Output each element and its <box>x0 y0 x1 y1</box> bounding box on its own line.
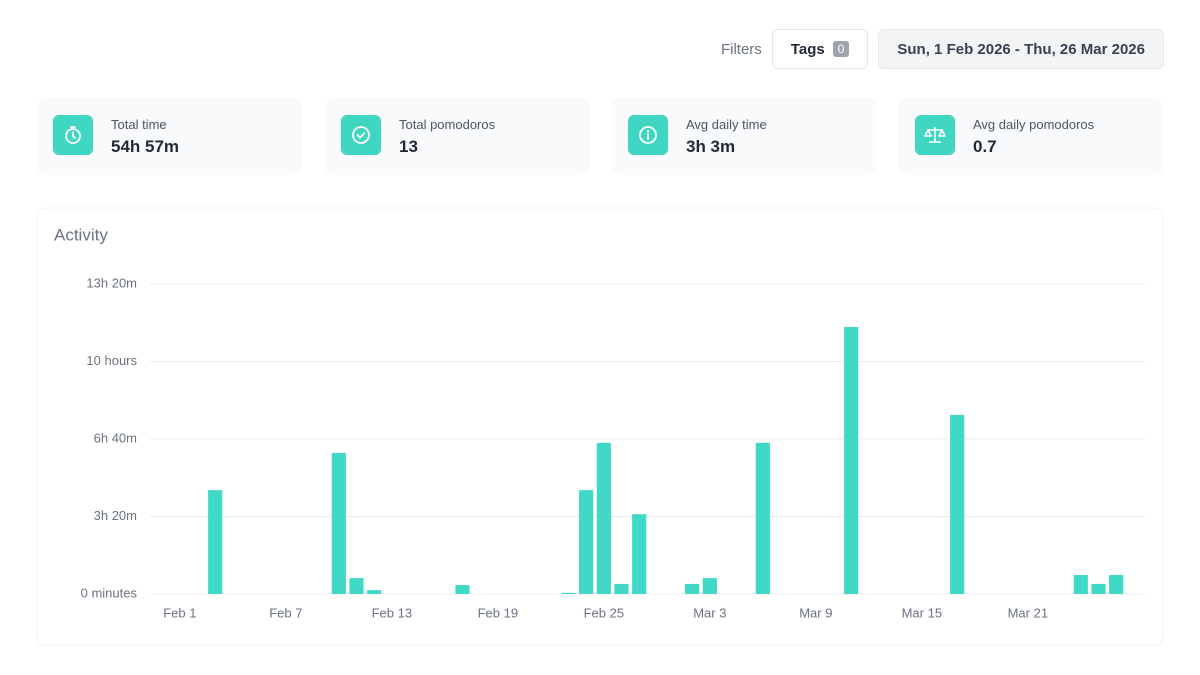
x-tick-label: Feb 13 <box>372 605 412 620</box>
stat-label: Avg daily pomodoros <box>973 117 1095 132</box>
stat-value: 0.7 <box>973 137 997 156</box>
bar <box>331 452 346 594</box>
y-tick-label: 0 minutes <box>81 585 138 600</box>
date-range: Sun, 1 Feb 2026 - Thu, 26 Mar 2026 <box>897 40 1145 58</box>
stat-card: Avg daily pomodoros 0.7 <box>899 98 1163 175</box>
x-tick-label: Feb 25 <box>584 605 624 620</box>
bar <box>614 583 629 594</box>
y-tick-label: 13h 20m <box>86 275 137 290</box>
bar <box>1109 575 1124 594</box>
bar <box>349 578 364 594</box>
chart-title: Activity <box>54 225 108 244</box>
bar <box>208 490 223 594</box>
x-tick-label: Feb 19 <box>478 605 518 620</box>
stat-label: Total time <box>111 117 167 132</box>
stat-card: Avg daily time 3h 3m <box>612 98 876 175</box>
bar <box>455 585 470 594</box>
tags-label: Tags <box>790 40 825 58</box>
filters-label: Filters <box>720 40 762 58</box>
x-tick-label: Mar 3 <box>693 605 726 620</box>
bar <box>1091 583 1106 594</box>
stat-value: 3h 3m <box>686 137 736 156</box>
bar <box>367 590 382 594</box>
bar <box>755 442 770 594</box>
date-range-button[interactable]: Sun, 1 Feb 2026 - Thu, 26 Mar 2026 <box>878 29 1164 69</box>
y-tick-label: 6h 40m <box>94 430 137 445</box>
chart-card <box>36 207 1164 646</box>
stat-card: Total time 54h 57m <box>37 98 301 175</box>
stat-value: 13 <box>399 137 418 156</box>
bar <box>632 514 647 594</box>
x-tick-label: Feb 1 <box>163 605 196 620</box>
bar <box>561 592 576 594</box>
bar <box>844 327 859 594</box>
stat-card: Total pomodoros 13 <box>325 98 589 175</box>
bar <box>702 578 717 594</box>
bar <box>950 414 965 594</box>
tags-count: 0 <box>832 41 850 57</box>
bar <box>685 583 700 594</box>
stat-label: Total pomodoros <box>399 117 496 132</box>
header: Filters Tags 0 Sun, 1 Feb 2026 - Thu, 26 … <box>721 29 1164 69</box>
info-icon <box>628 115 668 155</box>
x-tick-label: Mar 15 <box>902 605 942 620</box>
bar <box>579 490 594 594</box>
x-tick-label: Feb 7 <box>269 605 302 620</box>
x-tick-label: Mar 21 <box>1008 605 1048 620</box>
y-tick-label: 3h 20m <box>94 508 137 523</box>
x-tick-label: Mar 9 <box>799 605 832 620</box>
scale-icon <box>915 115 955 155</box>
bar <box>1073 575 1088 594</box>
stat-label: Avg daily time <box>686 117 767 132</box>
timer-icon <box>53 115 93 155</box>
stat-value: 54h 57m <box>111 137 180 156</box>
y-tick-label: 10 hours <box>86 353 137 368</box>
bar <box>596 442 611 594</box>
check-icon <box>341 115 381 155</box>
tags-button[interactable]: Tags 0 <box>771 29 869 69</box>
